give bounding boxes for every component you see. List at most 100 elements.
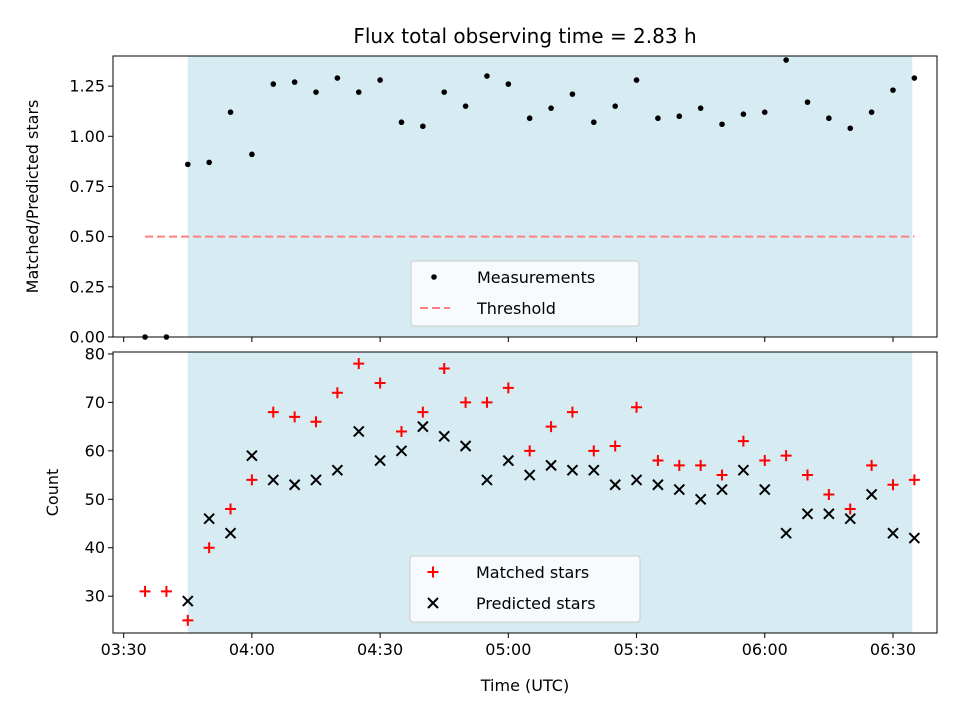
matched-star-point [780, 450, 792, 462]
measurement-point [676, 113, 683, 120]
matched-star-point [609, 440, 621, 452]
y-tick-label: 0.00 [69, 328, 105, 347]
chart-title: Flux total observing time = 2.83 h [353, 24, 696, 48]
predicted-star-point [331, 464, 344, 476]
measurement-point [740, 111, 747, 118]
predicted-star-point [203, 512, 215, 525]
x-tick-label: 04:00 [229, 640, 275, 659]
predicted-star-point [588, 464, 600, 476]
matched-star-point [759, 455, 771, 467]
measurement-point [291, 79, 298, 85]
axes-frame [112, 351, 938, 634]
predicted-star-point [630, 474, 643, 486]
matched-star-point [502, 382, 514, 394]
legend-box [410, 260, 640, 327]
predicted-star-point [395, 445, 408, 457]
bottom-panel: 30 40 50 60 70 80 03:30 04:00 04:30 05:00 05:30 06:… [43, 344, 938, 659]
matched-star-point [481, 396, 493, 408]
predicted-star-point [417, 420, 429, 433]
measurement-point [655, 115, 661, 122]
predicted-star-point [844, 512, 856, 525]
y-tick-label: 40 [85, 538, 105, 557]
y-axis-title: Matched/Predicted stars [23, 100, 42, 294]
matched-star-point [524, 445, 536, 457]
x-tick-label: 05:00 [485, 640, 531, 659]
matched-star-point [395, 425, 407, 437]
matched-star-point [737, 435, 749, 447]
measurement-point [804, 99, 811, 105]
y-tick-label: 0.25 [69, 277, 105, 296]
matched-star-point [823, 488, 835, 500]
measurement-point [249, 151, 255, 158]
matched-star-point [374, 377, 386, 389]
predicted-star-point [694, 493, 707, 505]
measurement-point [227, 109, 234, 115]
measurement-point [270, 81, 277, 87]
measurement-point [313, 89, 319, 95]
predicted-star-point [545, 459, 557, 472]
measurement-point [334, 75, 341, 81]
matched-star-point [866, 459, 878, 471]
y-tick-label: 50 [85, 490, 105, 509]
y-tick-label: 60 [85, 441, 105, 460]
legend-label: Threshold [476, 299, 556, 318]
measurement-point [783, 57, 789, 63]
measurement-point [911, 75, 918, 81]
predicted-star-point [182, 595, 194, 607]
predicted-star-point [652, 479, 664, 491]
legend-box [409, 555, 641, 623]
matched-star-point [160, 585, 172, 597]
matched-star-point [417, 406, 429, 418]
matched-star-point [353, 358, 365, 370]
predicted-star-point [737, 464, 750, 476]
matched-star-point [887, 479, 899, 491]
matched-star-point [289, 411, 301, 423]
predicted-star-point [716, 483, 728, 496]
x-tick-label: 06:30 [870, 640, 916, 659]
measurement-point [398, 119, 405, 126]
matched-star-point [908, 474, 920, 486]
measurement-point [890, 87, 896, 93]
x-tick-label: 06:00 [742, 640, 788, 659]
y-tick-label: 80 [85, 344, 105, 363]
matched-star-point [652, 455, 664, 467]
y-tick-label: 0.50 [69, 227, 105, 246]
predicted-star-point [481, 474, 493, 486]
legend-label: Predicted stars [476, 594, 596, 613]
legend-label: Measurements [477, 268, 595, 287]
predicted-star-point [780, 527, 792, 539]
predicted-star-point [502, 454, 515, 467]
predicted-star-point [865, 488, 878, 501]
predicted-star-point [801, 508, 814, 520]
measurement-point [184, 161, 191, 168]
measurement-point [569, 91, 576, 97]
predicted-star-point [267, 474, 279, 486]
measurement-point [441, 89, 448, 95]
predicted-star-point [353, 425, 365, 438]
measurement-point [377, 77, 383, 83]
matched-star-point [182, 614, 194, 626]
measurement-point [719, 121, 725, 128]
predicted-star-point [438, 430, 450, 443]
predicted-star-point [609, 479, 621, 491]
matched-star-point [310, 416, 322, 428]
measurement-point [761, 109, 768, 115]
measurement-point [526, 115, 533, 122]
predicted-star-point [759, 483, 771, 496]
measurement-point [697, 105, 704, 111]
y-tick-label: 70 [85, 393, 105, 412]
measurement-point [548, 105, 554, 111]
matched-star-point [802, 469, 814, 481]
legend-plus-icon [427, 566, 439, 578]
legend-x-icon [427, 597, 439, 609]
predicted-star-point [310, 474, 322, 486]
predicted-star-point [887, 527, 899, 539]
axes-frame [112, 55, 938, 338]
predicted-star-point [374, 454, 386, 467]
measurement-point [484, 73, 490, 79]
matched-star-point [267, 406, 279, 418]
measurement-point [505, 81, 512, 87]
matched-star-point [460, 396, 472, 408]
predicted-star-point [246, 449, 258, 462]
